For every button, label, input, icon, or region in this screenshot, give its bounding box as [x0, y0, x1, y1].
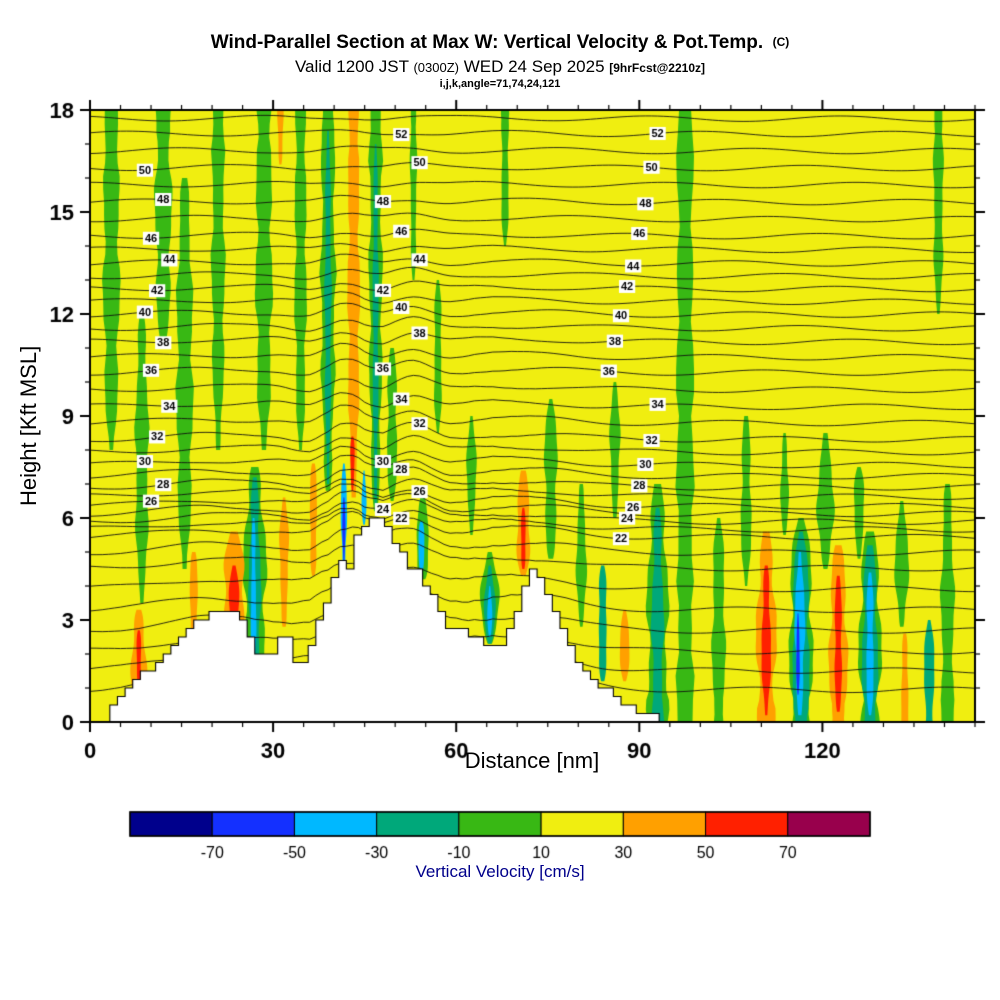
x-axis-label: Distance [nm]: [464, 748, 600, 773]
chart-title-text: Wind-Parallel Section at Max W: Vertical…: [210, 32, 764, 53]
valid-time: Valid 1200 JST: [294, 57, 409, 76]
y-axis-label: Height [Kft MSL]: [16, 345, 41, 506]
chart-annotation: i,j,k,angle=71,74,24,121: [439, 78, 561, 90]
chart-subtitle: Valid 1200 JST (0300Z) WED 24 Sep 2025 […: [0, 57, 1000, 77]
chart-title-unit: (C): [772, 35, 790, 49]
colorbar-caption: Vertical Velocity [cm/s]: [415, 862, 585, 881]
forecast-tag: [9hrFcst@2210z]: [609, 61, 706, 75]
zulu-time: (0300Z): [413, 60, 459, 75]
chart-title: Wind-Parallel Section at Max W: Vertical…: [0, 32, 1000, 54]
valid-date: WED 24 Sep 2025: [463, 57, 605, 76]
